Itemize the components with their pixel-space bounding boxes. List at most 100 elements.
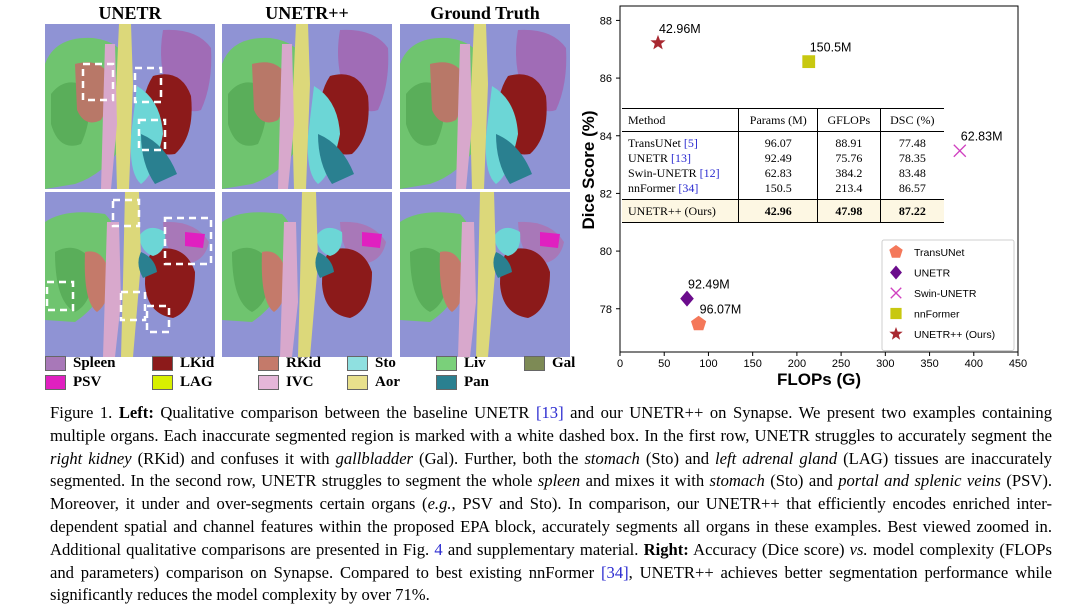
table-header-params: Params (M) [738,108,818,132]
transunet-marker [889,245,903,258]
caption-italic: portal and splenic veins [838,471,1001,491]
legend-gal: Gal [524,353,575,373]
swin-unetr-marker [890,287,902,299]
nnformer-marker [890,307,902,320]
legend-ivc: IVC [258,372,314,392]
caption-right-label: Right: [643,539,689,559]
caption-text: and our UNETR++ on Synapse. We present t… [50,403,1052,445]
table-header-method: Method [628,112,666,127]
table-cell-dsc: 86.57 [879,181,944,200]
swin-unetr-marker [953,144,967,158]
caption-text: (Gal). Further, both the [413,448,585,468]
x-tick-label: 0 [617,358,623,370]
legend-label: Aor [375,373,400,390]
legend-label: Liv [464,354,486,371]
citation-link[interactable]: [12] [699,166,720,180]
legend-liv: Liv [436,353,486,373]
method-name: nnFormer [628,181,676,195]
legend-swatch [347,355,368,371]
caption-italic: stomach [709,471,765,491]
table-cell-dsc: 77.48 [879,131,944,151]
point-label: 62.83M [961,130,1003,144]
method-name: Swin-UNETR [628,166,697,180]
figure-link[interactable]: 4 [434,539,443,559]
legend-label: Spleen [73,354,116,371]
legend-rkid: RKid [258,353,321,373]
y-axis-label: Dice Score (%) [579,110,598,229]
nnformer-marker [802,55,816,69]
legend-psv: PSV [45,372,101,392]
legend-label: RKid [286,354,322,371]
legend-box [881,239,1015,351]
legend-pan: Pan [436,372,489,392]
segmentation-image [222,192,392,357]
x-tick-label: 450 [1009,358,1027,370]
caption-italic: right kidney [50,448,132,468]
citation-link[interactable]: [34] [601,562,629,582]
legend-lag: LAG [152,372,213,392]
point-label: 42.96M [659,22,701,36]
legend-entry-label: UNETR [914,268,951,280]
y-tick-label: 80 [600,246,612,258]
panel-unetr-row1 [45,24,215,189]
x-tick-label: 250 [832,358,850,370]
caption-italic: e.g. [427,494,452,514]
plot-frame [619,5,1019,353]
column-title-unetr: UNETR [98,3,162,23]
legend-swatch [436,355,457,371]
chart-marks: 96.07M 92.49M 62.83M 150.5M 42.96M [650,22,1003,331]
citation-link[interactable]: [5] [683,136,698,150]
table-cell-method: UNETR [13] [622,151,739,166]
citation-link[interactable]: [13] [535,403,564,422]
legend-swatch [45,355,66,371]
legend-swatch [436,374,457,390]
axes: 0 50 100 150 200 250 300 350 400 450 78 80 82 84 86 88 [600,5,1027,370]
legend-swatch [347,374,368,390]
table-cell-gflops: 75.76 [817,151,881,166]
figure-number: Figure 1. [50,403,113,422]
legend-label: LKid [180,354,215,371]
unetr-marker [890,265,902,280]
dice-vs-flops-chart: 0 50 100 150 200 250 300 350 400 450788082848688 … [579,5,1027,389]
point-label: 96.07M [700,303,742,317]
point-label: 150.5M [810,41,852,55]
legend-label: IVC [286,373,314,390]
caption-left-label: Left: [118,403,154,422]
citation-link[interactable]: [13] [671,151,691,165]
segmentation-image [45,24,215,189]
method-name: TransUNet [628,136,681,150]
panel-unetrpp-row1 [222,24,392,189]
legend-entry-label: TransUNet [914,247,964,259]
table-cell-gflops: 47.98 [817,199,881,223]
legend-swatch [152,355,173,371]
unetr-marker [680,290,694,307]
y-tick-label: 82 [600,188,612,200]
x-tick-label: 200 [788,358,806,370]
table-row: Swin-UNETR [12] 62.83 384.2 83.48 [622,166,944,181]
caption-italic: left adrenal gland [715,448,838,468]
table-row-ours: UNETR++ (Ours) 42.96 47.98 87.22 [622,199,944,223]
caption-italic: vs. [849,539,868,559]
y-tick-label: 86 [600,73,612,85]
x-tick-label: 350 [920,358,938,370]
caption-paragraph: Figure 1. Left: Qualitative comparison b… [50,402,1052,607]
table-cell-gflops: 213.4 [817,181,881,200]
legend-spleen: Spleen [45,353,116,373]
segmentation-image [45,192,215,357]
x-tick-label: 300 [876,358,894,370]
legend-swatch [45,374,66,390]
legend-swatch [258,374,279,390]
caption-text: (PSV). Moreover, it under and over-segme… [50,471,1052,514]
table-cell-dsc: 83.48 [879,166,944,181]
caption-text: (Sto) and [764,471,839,491]
unetr-ours-marker [650,34,666,50]
point-label: 92.49M [688,278,730,292]
citation-link[interactable]: [34] [678,181,699,195]
legend-label: PSV [73,373,102,390]
caption-text: (LAG) tissues are inaccurately segmented… [50,448,1053,491]
table-cell-params: 96.07 [738,131,818,151]
caption-text: (Sto) and [639,448,716,468]
legend-entry-label: nnFormer [914,309,960,321]
caption-text: (RKid) and confuses it with [131,448,336,468]
unetr-ours-marker [889,327,903,340]
